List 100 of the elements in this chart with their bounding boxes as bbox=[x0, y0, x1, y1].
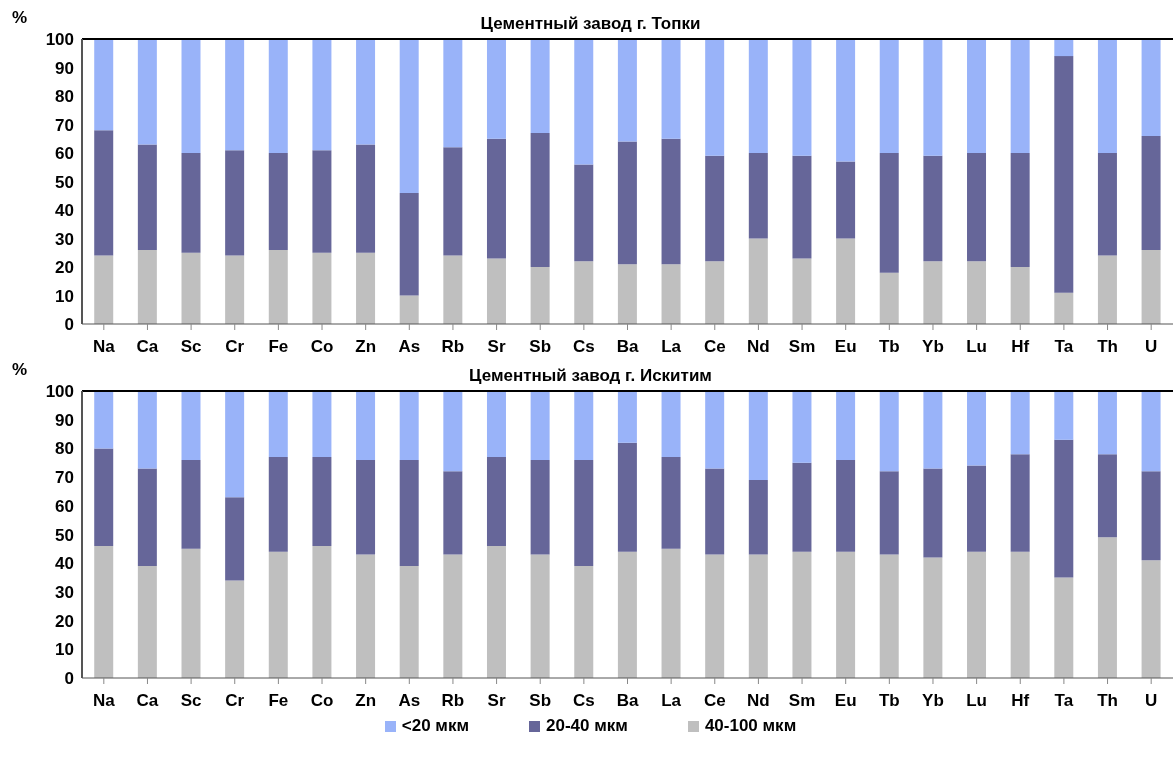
bar bbox=[137, 144, 157, 250]
bar bbox=[225, 255, 245, 324]
y-tick-label: 10 bbox=[55, 286, 74, 306]
bar bbox=[1141, 39, 1161, 136]
bar bbox=[617, 551, 637, 678]
x-tick-label: Na bbox=[92, 337, 116, 357]
x-tick-label: Sr bbox=[487, 337, 506, 357]
y-tick-label: 50 bbox=[55, 525, 74, 545]
bar bbox=[94, 130, 114, 256]
x-tick-label: Cs bbox=[572, 691, 595, 711]
bar bbox=[879, 272, 899, 324]
x-tick-label: Fe bbox=[268, 691, 289, 711]
y-tick-label: 100 bbox=[45, 30, 74, 50]
bar bbox=[792, 391, 812, 463]
bar bbox=[1097, 454, 1117, 538]
y-tick-label: 30 bbox=[55, 229, 74, 249]
bar bbox=[748, 39, 768, 153]
x-tick-label: Th bbox=[1097, 691, 1118, 711]
bar bbox=[705, 261, 725, 324]
bar bbox=[879, 554, 899, 678]
x-tick-label: Ce bbox=[703, 691, 726, 711]
bar bbox=[748, 479, 768, 555]
bar bbox=[879, 391, 899, 472]
x-tick-label: Sc bbox=[180, 337, 202, 357]
x-tick-label: As bbox=[398, 691, 421, 711]
bar bbox=[225, 580, 245, 678]
bar bbox=[836, 459, 856, 552]
bar bbox=[792, 551, 812, 678]
bar bbox=[356, 252, 376, 324]
bar bbox=[617, 391, 637, 443]
bar bbox=[748, 153, 768, 239]
bar bbox=[530, 554, 550, 678]
chart-title: Цементный завод г. Топки bbox=[480, 14, 701, 33]
bar bbox=[443, 554, 463, 678]
bar bbox=[530, 39, 550, 134]
x-tick-label: Lu bbox=[966, 691, 988, 711]
x-tick-label: Yb bbox=[922, 337, 944, 357]
bar bbox=[399, 295, 419, 324]
bar bbox=[486, 457, 506, 546]
y-tick-label: 80 bbox=[55, 439, 74, 459]
bar bbox=[137, 391, 157, 469]
bar bbox=[443, 391, 463, 472]
bar bbox=[1010, 39, 1030, 153]
x-tick-label: Ce bbox=[703, 337, 726, 357]
bar bbox=[661, 548, 681, 678]
y-tick-label: 40 bbox=[55, 554, 74, 574]
x-tick-label: Ba bbox=[616, 337, 639, 357]
x-tick-label: Tb bbox=[878, 337, 900, 357]
bar bbox=[225, 150, 245, 256]
x-tick-label: Hf bbox=[1011, 337, 1030, 357]
bar bbox=[225, 39, 245, 151]
bar bbox=[530, 391, 550, 460]
bar bbox=[312, 457, 332, 546]
bar bbox=[181, 391, 201, 460]
bar bbox=[836, 161, 856, 239]
bar bbox=[967, 391, 987, 466]
x-tick-label: Lu bbox=[966, 337, 988, 357]
bar bbox=[879, 153, 899, 273]
bar bbox=[443, 471, 463, 555]
y-tick-label: 80 bbox=[55, 87, 74, 107]
y-tick-label: 10 bbox=[55, 640, 74, 660]
y-tick-label: 100 bbox=[45, 382, 74, 402]
bar bbox=[1054, 56, 1074, 293]
chart-title: Цементный завод г. Искитим bbox=[469, 366, 712, 385]
bar bbox=[748, 238, 768, 324]
bar bbox=[181, 548, 201, 678]
legend-label: 40-100 мкм bbox=[704, 716, 797, 736]
x-tick-label: As bbox=[398, 337, 421, 357]
bar bbox=[94, 391, 114, 449]
bar bbox=[923, 261, 943, 324]
bar bbox=[967, 39, 987, 153]
bar bbox=[705, 155, 725, 262]
bar bbox=[268, 249, 288, 324]
bar bbox=[574, 164, 594, 262]
y-tick-label: 90 bbox=[55, 410, 74, 430]
bar bbox=[967, 153, 987, 262]
bar bbox=[1010, 391, 1030, 455]
x-tick-label: U bbox=[1145, 691, 1158, 711]
y-tick-label: 90 bbox=[55, 58, 74, 78]
x-tick-label: Fe bbox=[268, 337, 289, 357]
bar bbox=[443, 255, 463, 324]
bar bbox=[181, 459, 201, 549]
y-tick-label: 70 bbox=[55, 468, 74, 488]
bar bbox=[312, 545, 332, 678]
bar bbox=[312, 39, 332, 151]
bar bbox=[399, 391, 419, 460]
bar bbox=[1097, 391, 1117, 455]
y-tick-label: 20 bbox=[55, 611, 74, 631]
bar bbox=[356, 39, 376, 145]
bar bbox=[836, 238, 856, 324]
x-tick-label: Rb bbox=[441, 691, 465, 711]
x-tick-label: Eu bbox=[834, 337, 857, 357]
bar bbox=[967, 551, 987, 678]
bar bbox=[617, 264, 637, 324]
bar bbox=[181, 39, 201, 153]
x-tick-label: Tb bbox=[878, 691, 900, 711]
bar bbox=[967, 465, 987, 552]
bar bbox=[181, 252, 201, 324]
bar bbox=[661, 138, 681, 265]
bar bbox=[1097, 255, 1117, 324]
